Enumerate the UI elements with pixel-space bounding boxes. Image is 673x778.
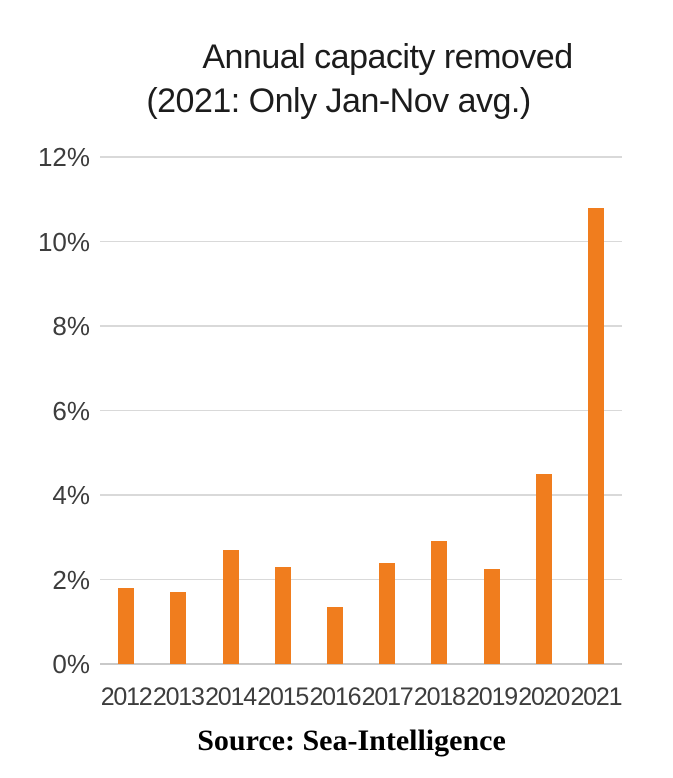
bar-2018 bbox=[431, 541, 448, 664]
y-tick-label-0%: 0% bbox=[52, 649, 90, 679]
y-tick-label-6%: 6% bbox=[52, 395, 90, 426]
gridline-2% bbox=[100, 578, 622, 581]
x-tick-label-2021: 2021 bbox=[570, 683, 622, 711]
plot-area: 0% 2% 4% 6% 8% 10% 12% 2012 2013 2014 2015 2016 2017… bbox=[38, 144, 623, 710]
gridline-0% bbox=[100, 663, 622, 665]
y-tick-label-12%: 12% bbox=[37, 142, 90, 172]
x-tick-label-2013: 2013 bbox=[152, 683, 205, 711]
x-tick-label-2014: 2014 bbox=[205, 683, 257, 711]
bar-2017 bbox=[379, 562, 396, 664]
bar-2013 bbox=[170, 592, 187, 664]
x-tick-label-2019: 2019 bbox=[466, 683, 518, 711]
chart-title-line-2: (2021: Only Jan-Nov avg.) bbox=[146, 82, 531, 120]
gridline-8% bbox=[100, 325, 622, 327]
bar-2015 bbox=[274, 566, 291, 664]
x-tick-label-2015: 2015 bbox=[257, 683, 309, 711]
x-tick-label-2017: 2017 bbox=[361, 683, 414, 711]
y-tick-label-10%: 10% bbox=[37, 226, 90, 257]
x-tick-label-2012: 2012 bbox=[100, 683, 153, 711]
y-tick-label-4%: 4% bbox=[52, 480, 90, 510]
gridline-12% bbox=[100, 156, 622, 158]
bar-2012 bbox=[118, 587, 135, 664]
x-tick-label-2020: 2020 bbox=[518, 683, 570, 711]
bar-2014 bbox=[222, 549, 239, 664]
bar-2019 bbox=[483, 568, 500, 664]
gridline-4% bbox=[100, 494, 622, 496]
gridline-6% bbox=[100, 409, 622, 412]
bar-2016 bbox=[326, 606, 343, 664]
bar-2021 bbox=[587, 207, 604, 664]
chart-title-line-1: Annual capacity removed bbox=[202, 38, 573, 76]
y-tick-label-2%: 2% bbox=[52, 564, 90, 595]
gridline-10% bbox=[100, 240, 622, 243]
x-tick-label-2016: 2016 bbox=[309, 683, 361, 711]
y-tick-label-8%: 8% bbox=[52, 311, 90, 341]
source-caption: Source: Sea-Intelligence bbox=[197, 724, 506, 757]
x-tick-label-2018: 2018 bbox=[413, 683, 466, 711]
bar-2020 bbox=[535, 473, 552, 664]
